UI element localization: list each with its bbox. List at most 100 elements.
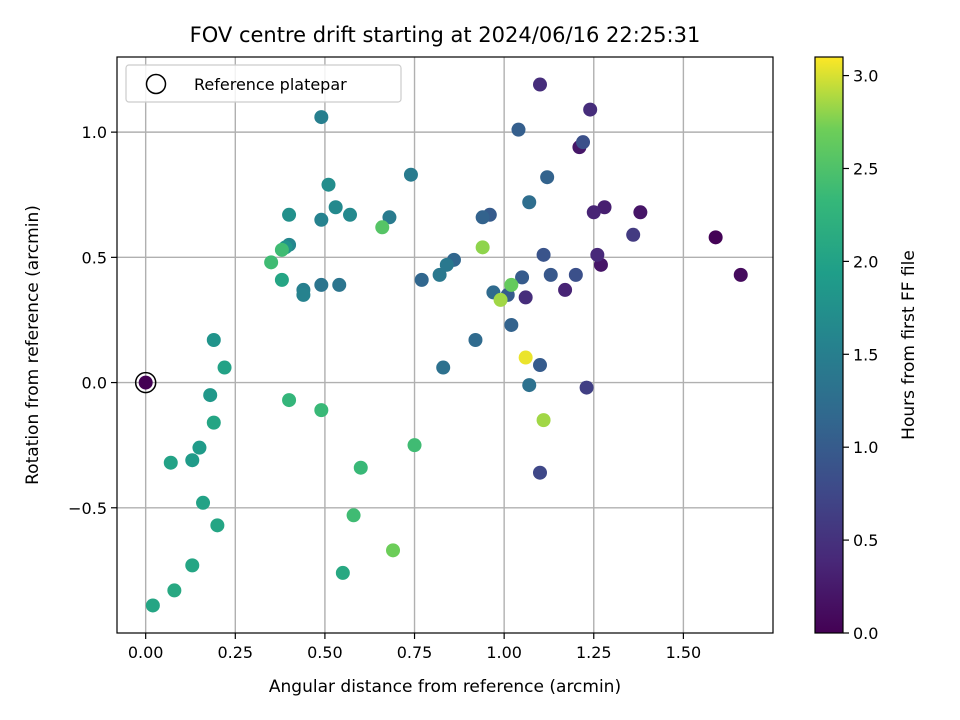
data-point — [536, 247, 551, 262]
data-point — [386, 543, 401, 558]
data-point — [314, 212, 329, 227]
data-point — [274, 242, 289, 257]
x-tick-label: 0.75 — [397, 643, 433, 662]
colorbar-tick-label: 0.5 — [853, 531, 878, 550]
y-tick-label: 1.0 — [82, 123, 107, 142]
data-point — [163, 455, 178, 470]
plot-frame — [116, 56, 774, 634]
data-point — [536, 413, 551, 428]
colorbar-bar — [814, 56, 844, 634]
data-point — [583, 102, 598, 117]
data-point — [568, 267, 583, 282]
y-tick-label: −0.5 — [68, 499, 107, 518]
data-point — [475, 210, 490, 225]
data-point — [210, 518, 225, 533]
colorbar-label: Hours from first FF file — [899, 250, 919, 440]
data-point — [590, 247, 605, 262]
data-point — [436, 360, 451, 375]
colorbar-tick-label: 3.0 — [853, 67, 878, 86]
data-point — [328, 200, 343, 215]
data-point — [432, 267, 447, 282]
data-point — [203, 388, 218, 403]
legend-label-reference-platepar: Reference platepar — [194, 75, 347, 94]
colorbar-tick-label: 2.5 — [853, 159, 878, 178]
data-point — [733, 267, 748, 282]
x-axis-label: Angular distance from reference (arcmin) — [269, 677, 621, 697]
data-point — [597, 200, 612, 215]
data-point — [346, 508, 361, 523]
data-point — [504, 317, 519, 332]
data-point — [314, 277, 329, 292]
data-point — [522, 195, 537, 210]
data-point — [586, 205, 601, 220]
data-point — [532, 77, 547, 92]
data-point — [532, 465, 547, 480]
data-point — [439, 257, 454, 272]
data-point — [206, 415, 221, 430]
data-point — [403, 167, 418, 182]
data-point — [382, 210, 397, 225]
data-point — [185, 558, 200, 573]
data-point — [633, 205, 648, 220]
legend-box — [125, 64, 402, 103]
data-point — [185, 453, 200, 468]
data-point — [314, 110, 329, 125]
data-point — [540, 170, 555, 185]
data-point — [145, 598, 160, 613]
data-point — [493, 292, 508, 307]
colorbar-ticks: 0.0 0.5 1.0 1.5 2.0 2.5 3.0 — [843, 67, 878, 643]
data-point — [314, 403, 329, 418]
data-point — [296, 287, 311, 302]
x-tick-label: 0.50 — [307, 643, 343, 662]
colorbar-tick-label: 1.5 — [853, 345, 878, 364]
data-point — [504, 277, 519, 292]
x-axis-ticks: 0.00 0.25 0.50 0.75 1.00 1.25 1.50 — [128, 633, 701, 662]
data-point — [138, 375, 153, 390]
data-point — [375, 220, 390, 235]
data-point — [343, 207, 358, 222]
data-point — [475, 240, 490, 255]
y-axis-label: Rotation from reference (arcmin) — [23, 205, 43, 485]
data-point — [468, 332, 483, 347]
data-point — [543, 267, 558, 282]
data-point — [576, 135, 591, 150]
x-tick-label: 1.50 — [666, 643, 702, 662]
points-layer — [138, 77, 748, 613]
x-tick-label: 1.00 — [486, 643, 522, 662]
data-point — [335, 565, 350, 580]
y-axis-ticks: −0.5 0.0 0.5 1.0 — [68, 123, 117, 518]
data-point — [414, 272, 429, 287]
colorbar-tick-label: 0.0 — [853, 624, 878, 643]
reference-layer — [134, 371, 157, 394]
reference-platepar-marker — [134, 371, 157, 394]
data-point — [518, 290, 533, 305]
y-tick-label: 0.0 — [82, 374, 107, 393]
data-point — [511, 122, 526, 137]
data-point — [321, 177, 336, 192]
data-point — [518, 350, 533, 365]
legend: Reference platepar — [125, 64, 402, 103]
data-point — [558, 282, 573, 297]
colorbar-tick-label: 2.0 — [853, 252, 878, 271]
data-point — [206, 332, 221, 347]
y-tick-label: 0.5 — [82, 248, 107, 267]
data-point — [515, 270, 530, 285]
data-point — [407, 438, 422, 453]
data-point — [274, 272, 289, 287]
colorbar: 0.0 0.5 1.0 1.5 2.0 2.5 3.0 Hours from first F… — [814, 56, 919, 643]
data-point — [332, 277, 347, 292]
data-point — [353, 460, 368, 475]
data-point — [532, 358, 547, 373]
chart-title: FOV centre drift starting at 2024/06/16 … — [190, 23, 701, 47]
x-tick-label: 0.25 — [217, 643, 253, 662]
colorbar-tick-label: 1.0 — [853, 438, 878, 457]
grid-layer — [117, 57, 773, 633]
data-point — [522, 378, 537, 393]
x-tick-label: 1.25 — [576, 643, 612, 662]
data-point — [282, 393, 297, 408]
data-point — [196, 495, 211, 510]
legend-marker-open-circle — [145, 73, 167, 95]
data-point — [192, 440, 207, 455]
data-point — [282, 207, 297, 222]
